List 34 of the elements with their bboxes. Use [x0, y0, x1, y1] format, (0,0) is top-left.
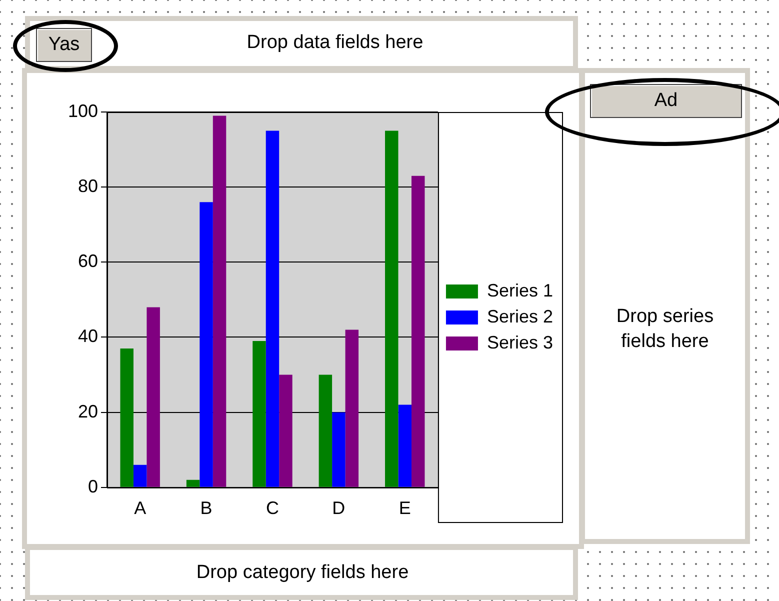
bar [252, 340, 266, 487]
legend-label: Series 1 [486, 280, 554, 300]
text: Drop series fields here [615, 305, 715, 354]
bar [266, 130, 280, 487]
y-tick-label: 80 [78, 176, 98, 196]
bar [398, 404, 412, 487]
y-tick-label: 0 [88, 476, 98, 496]
x-tick-label: C [266, 498, 279, 518]
bar [318, 374, 332, 487]
y-tick-label: 60 [78, 251, 98, 272]
y-tick-label: 100 [68, 100, 98, 121]
x-tick-label: B [200, 498, 212, 518]
bar [186, 480, 200, 487]
bar [120, 348, 134, 487]
legend-label: Series 2 [486, 306, 554, 326]
bar [345, 330, 359, 487]
y-tick-label: 20 [78, 401, 98, 422]
x-tick-label: D [332, 498, 346, 518]
text: Drop data fields here [246, 32, 424, 54]
x-tick-label: A [134, 498, 146, 518]
legend-label: Series 3 [486, 332, 554, 352]
text: Drop category fields here [195, 562, 410, 584]
bar [200, 202, 213, 487]
bar [133, 464, 147, 487]
y-tick-label: 40 [78, 326, 98, 346]
bar [332, 412, 346, 487]
bar [146, 307, 160, 487]
bar [385, 130, 398, 487]
x-tick-label: E [398, 498, 411, 518]
text: Yas [36, 28, 92, 62]
text: Ad [590, 84, 742, 118]
bar [212, 116, 226, 487]
bar [411, 176, 425, 487]
bar [279, 374, 292, 487]
